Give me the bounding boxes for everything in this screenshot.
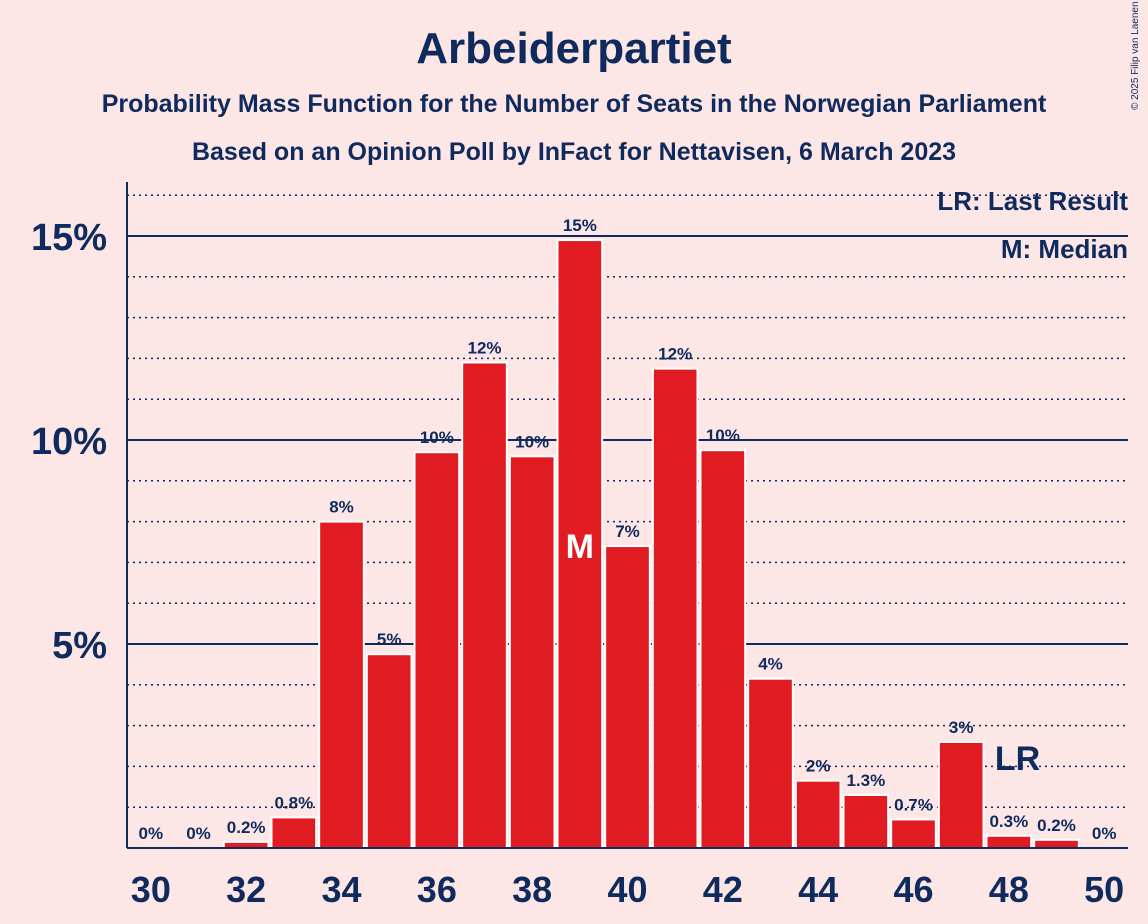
bar-value-label: 3% bbox=[949, 718, 974, 737]
x-tick-label: 48 bbox=[989, 869, 1029, 910]
x-tick-label: 42 bbox=[703, 869, 743, 910]
bar bbox=[318, 520, 365, 849]
chart-subtitle-source: Based on an Opinion Poll by InFact for N… bbox=[191, 138, 957, 166]
bar-value-label: 10% bbox=[420, 428, 454, 447]
bar-value-label: 8% bbox=[329, 498, 354, 517]
bar bbox=[413, 451, 461, 849]
bar-value-label: 0.2% bbox=[1037, 816, 1076, 835]
bar-value-label: 10% bbox=[706, 426, 740, 445]
last-result-marker: LR bbox=[995, 740, 1040, 778]
bar-value-label: 5% bbox=[377, 630, 402, 649]
x-tick-label: 32 bbox=[226, 869, 266, 910]
bar-value-label: 1.3% bbox=[846, 771, 885, 790]
chart-subtitle: Probability Mass Function for the Number… bbox=[101, 90, 1047, 118]
bar-value-label: 2% bbox=[806, 757, 831, 776]
x-tick-label: 30 bbox=[131, 869, 171, 910]
bar-value-label: 0.7% bbox=[894, 795, 933, 814]
bar bbox=[937, 740, 985, 849]
bar bbox=[556, 239, 604, 849]
y-tick-label: 5% bbox=[52, 625, 107, 667]
axes: 5% 10% 15% 30 32 34 36 38 40 42 44 46 48 50 bbox=[31, 182, 1128, 910]
median-marker: M bbox=[566, 528, 594, 566]
bar bbox=[747, 677, 794, 849]
x-tick-label: 34 bbox=[321, 869, 361, 910]
bar-value-label: 4% bbox=[758, 655, 783, 674]
bar bbox=[842, 793, 890, 850]
y-tick-label: 15% bbox=[31, 217, 107, 259]
bar-value-label: 0.8% bbox=[274, 793, 313, 812]
bar-value-label: 0% bbox=[1092, 824, 1117, 843]
bar bbox=[794, 779, 842, 849]
bar-value-label: 12% bbox=[467, 338, 501, 357]
x-tick-label: 40 bbox=[607, 869, 647, 910]
x-tick-label: 44 bbox=[798, 869, 838, 910]
y-tick-label: 10% bbox=[31, 421, 107, 463]
bar-value-label: 10% bbox=[515, 432, 549, 451]
x-tick-label: 38 bbox=[512, 869, 552, 910]
chart-title: Arbeiderpartiet bbox=[416, 24, 732, 73]
bar-labels: 0% 0% 0.2% 0.8% 8% 5% 10% 12% 10% 15% 7% 12% 10% 4% 2%… bbox=[139, 216, 1117, 843]
bar bbox=[985, 834, 1033, 850]
bars bbox=[222, 239, 1080, 850]
bar-value-label: 0.2% bbox=[227, 818, 266, 837]
bar bbox=[508, 455, 556, 849]
bar bbox=[651, 367, 699, 849]
bar bbox=[461, 361, 508, 849]
bar bbox=[890, 818, 937, 850]
bar bbox=[699, 449, 747, 849]
grid-lines bbox=[127, 194, 1128, 808]
bar-value-label: 12% bbox=[658, 345, 692, 364]
x-tick-label: 36 bbox=[417, 869, 457, 910]
legend-median: M: Median bbox=[1000, 234, 1128, 264]
x-tick-label: 50 bbox=[1084, 869, 1124, 910]
bar bbox=[365, 653, 413, 850]
bar bbox=[1033, 838, 1080, 850]
x-tick-label: 46 bbox=[893, 869, 933, 910]
bar-value-label: 0% bbox=[139, 824, 164, 843]
bar-value-label: 7% bbox=[615, 522, 640, 541]
bar bbox=[604, 545, 651, 850]
bar-value-label: 0.3% bbox=[989, 812, 1028, 831]
bar-value-label: 0% bbox=[186, 824, 211, 843]
bar-value-label: 15% bbox=[563, 216, 597, 235]
legend-last-result: LR: Last Result bbox=[937, 186, 1128, 216]
bar bbox=[270, 816, 318, 850]
